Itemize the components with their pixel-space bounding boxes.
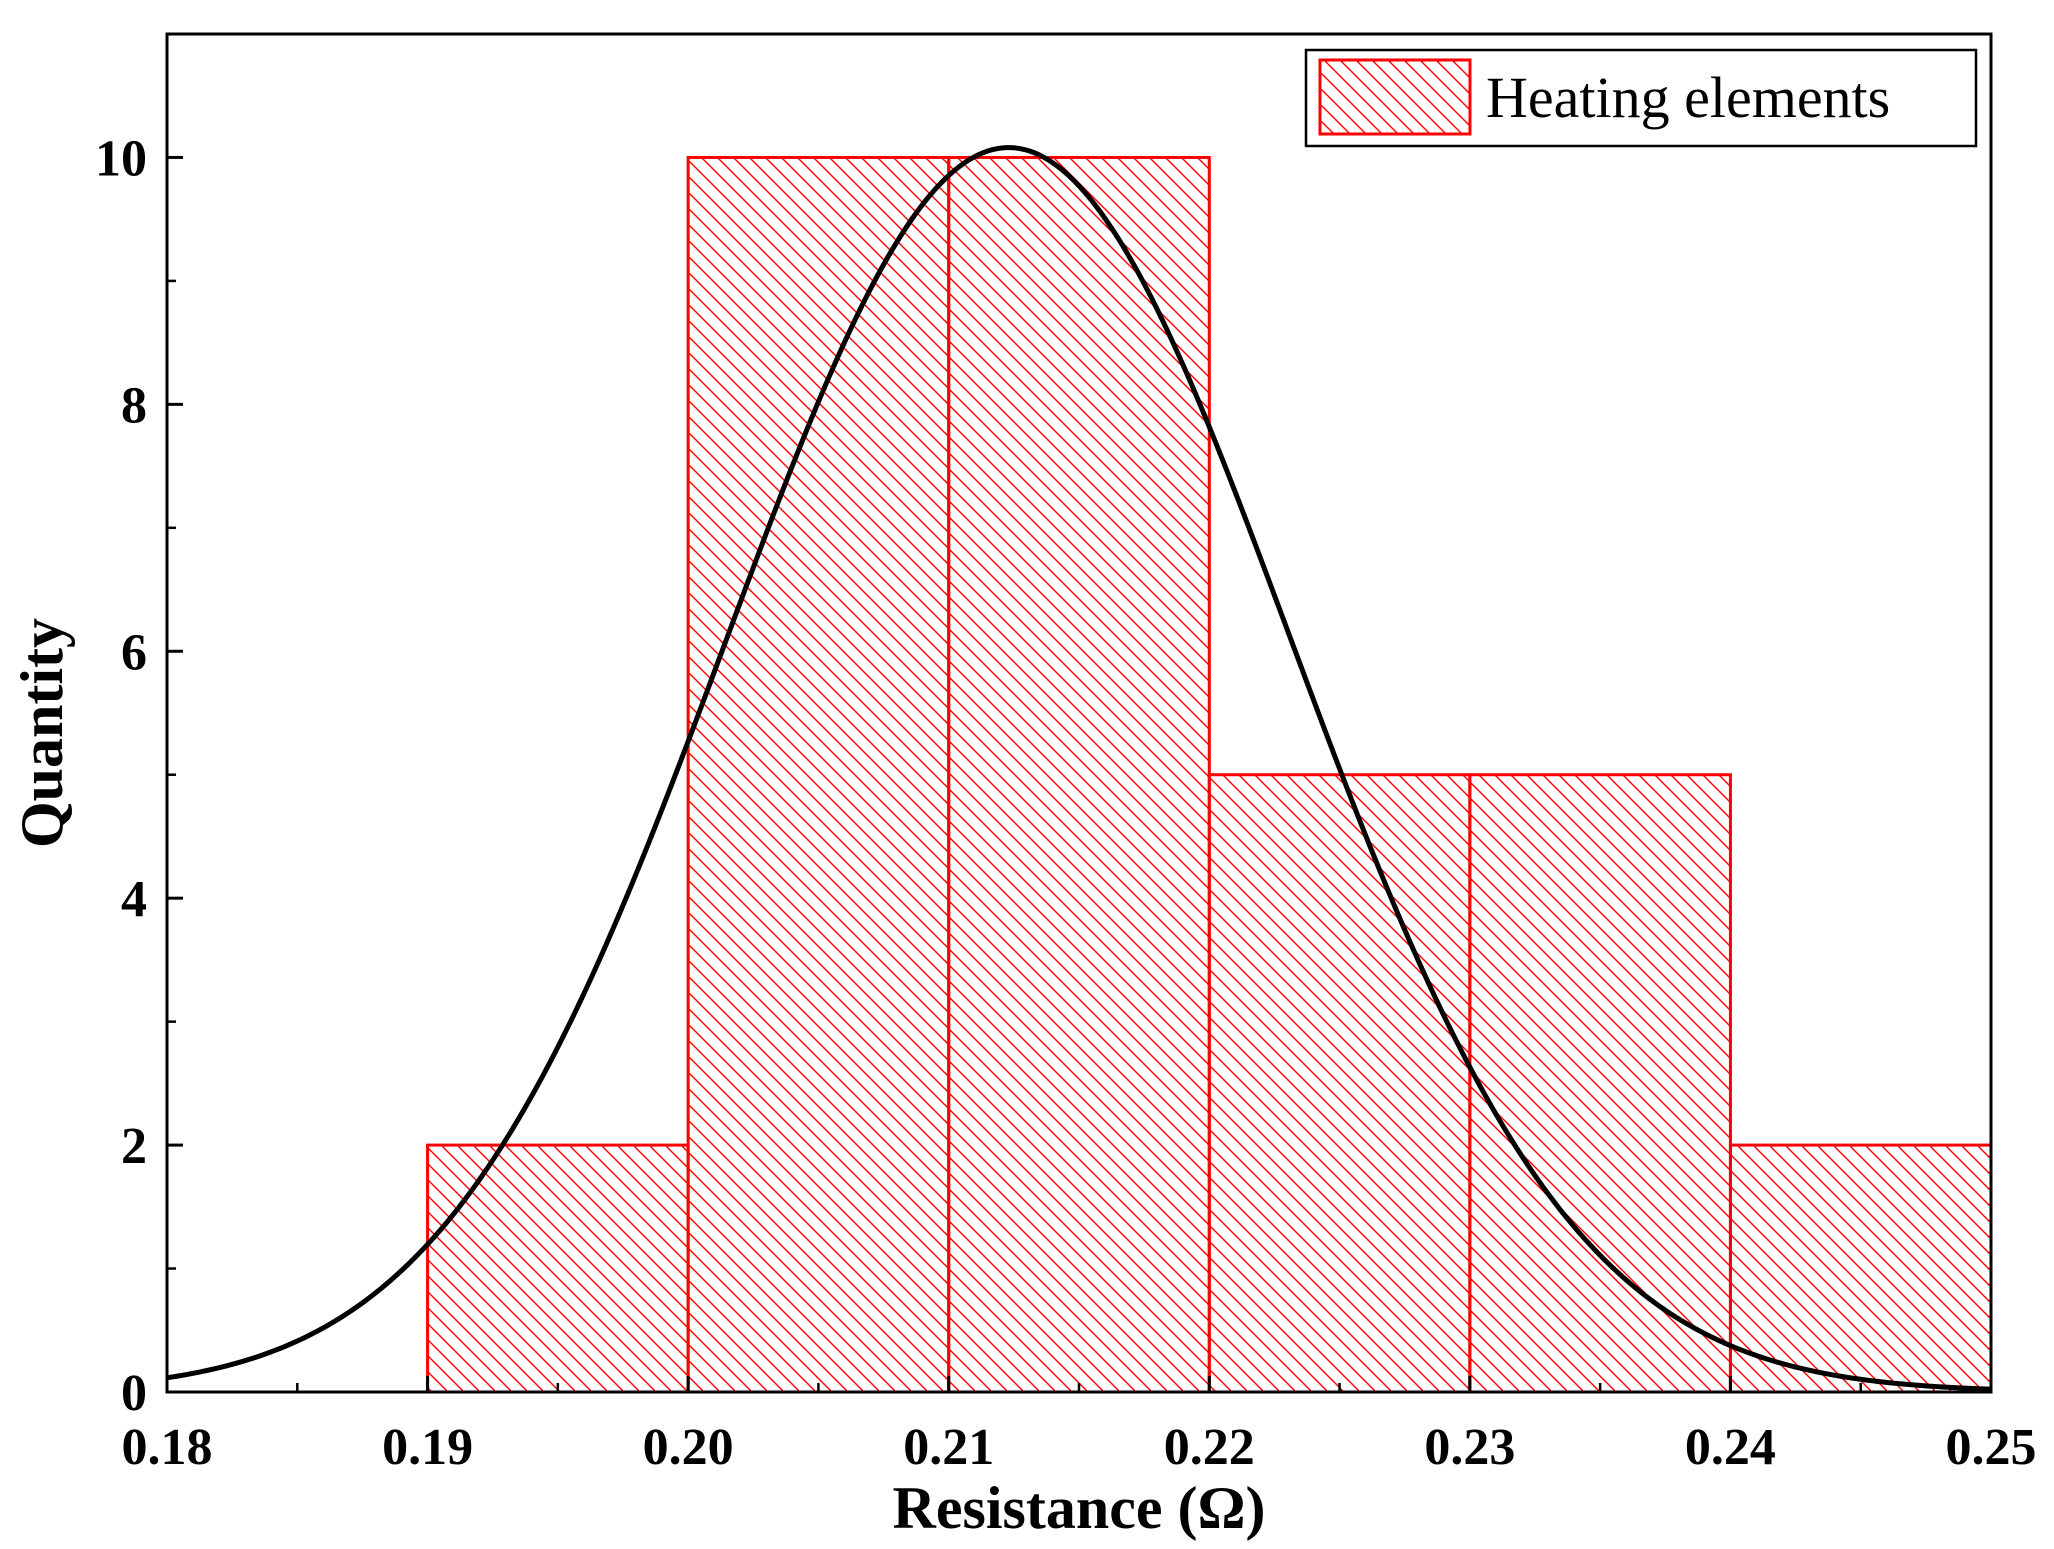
x-tick-label: 0.21 [903,1419,994,1476]
histogram-bars [426,155,1993,1394]
x-axis: 0.18 0.19 0.20 0.21 0.22 0.23 0.24 0.25 [122,1376,2037,1476]
y-axis-title: Quantity [9,618,75,848]
y-axis: 0 2 4 6 8 10 [95,130,183,1422]
x-tick-label: 0.24 [1685,1419,1776,1476]
y-tick-label: 4 [121,871,147,928]
y-tick-label: 2 [121,1118,147,1175]
y-tick-label: 6 [121,624,147,681]
x-tick-label: 0.20 [643,1419,734,1476]
x-tick-label: 0.18 [122,1419,213,1476]
legend-swatch [1318,58,1472,136]
x-tick-label: 0.22 [1164,1419,1255,1476]
y-tick-label: 0 [121,1365,147,1422]
histogram-bar-2 [686,155,951,1394]
legend: Heating elements [1304,48,1978,148]
legend-label: Heating elements [1486,65,1890,130]
x-axis-title: Resistance (Ω) [893,1475,1266,1541]
x-tick-label: 0.25 [1946,1419,2037,1476]
x-tick-label: 0.23 [1424,1419,1515,1476]
histogram-bar-5 [1468,773,1732,1394]
histogram-bar-4 [1207,773,1472,1394]
histogram-bar-6 [1728,1143,1993,1394]
histogram-bar-3 [947,155,1211,1394]
histogram-bar-1 [426,1143,690,1394]
y-tick-label: 10 [95,130,147,187]
normal-fit-curve [167,145,1991,1392]
y-tick-label: 8 [121,377,147,434]
x-tick-label: 0.19 [382,1419,473,1476]
